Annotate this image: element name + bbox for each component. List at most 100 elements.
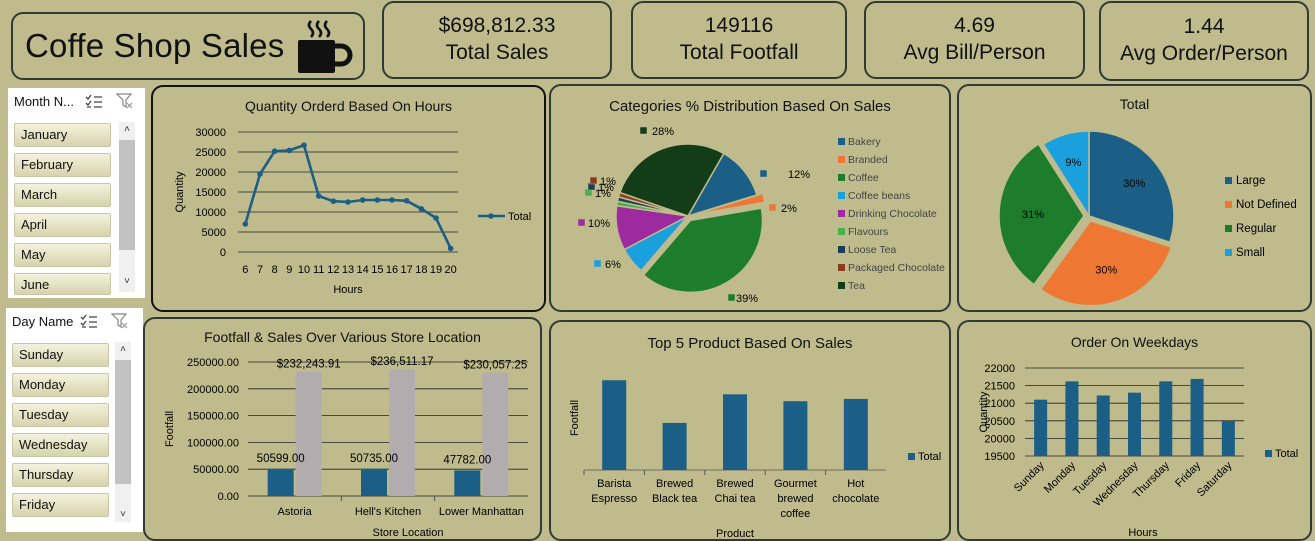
data-point <box>389 197 395 203</box>
slicer-item-march[interactable]: March <box>14 183 111 207</box>
kpi-value: 1.44 <box>1183 15 1225 38</box>
pie-slice-branded <box>693 192 766 216</box>
x-tick-label: 14 <box>357 264 369 276</box>
scroll-down-icon[interactable]: ˅ <box>120 509 126 520</box>
x-tick-label: Black tea <box>652 493 698 505</box>
scroll-down-icon[interactable]: ˅ <box>124 276 130 287</box>
data-label: 39% <box>736 293 758 305</box>
legend-label: Coffee <box>848 172 879 184</box>
y-tick-label: 250000.00 <box>187 357 239 369</box>
bar-product <box>602 380 627 470</box>
data-label: 9% <box>1065 157 1081 169</box>
data-label: $232,243.91 <box>277 359 341 371</box>
slicer-item-sunday[interactable]: Sunday <box>12 343 109 367</box>
data-point <box>447 245 454 252</box>
multi-select-icon[interactable] <box>80 314 98 330</box>
data-point <box>257 171 263 177</box>
legend-label: Loose Tea <box>848 244 896 256</box>
clear-filter-icon[interactable] <box>116 93 134 110</box>
x-tick-label: Gourmet <box>774 478 817 490</box>
month-slicer-scroll-thumb[interactable] <box>119 140 135 250</box>
legend-marker <box>488 213 494 219</box>
x-tick-label: Hell's Kitchen <box>355 506 421 518</box>
x-tick-label: Brewed <box>656 478 693 490</box>
data-label-marker <box>727 293 736 302</box>
slicer-item-friday[interactable]: Friday <box>12 493 109 517</box>
series-line-total <box>244 143 452 249</box>
kpi-avg-bill: 4.69 Avg Bill/Person <box>864 1 1085 79</box>
x-tick-label: coffee <box>781 508 811 520</box>
x-tick-label: 20 <box>445 264 457 276</box>
month-slicer: Month N... January February March April … <box>8 88 145 298</box>
categories-pie-chart: 12% 2% 39% 6% 10% 1%1%1% 28% Bakery Branded Coffe… <box>577 126 945 305</box>
scroll-up-icon[interactable]: ˄ <box>124 124 130 135</box>
bar-product <box>662 422 687 470</box>
x-tick-label: 16 <box>386 264 398 276</box>
kpi-label: Avg Bill/Person <box>903 41 1046 64</box>
data-label: 47782.00 <box>443 454 491 466</box>
data-label-marker <box>577 218 586 227</box>
bar-footfall <box>454 470 481 496</box>
y-tick-label: 200000.00 <box>187 384 239 396</box>
y-tick-label: 50000.00 <box>193 464 239 476</box>
y-tick-label: 0.00 <box>218 491 239 503</box>
hours-line-chart: 0 5000 10000 15000 20000 25000 30000 6 7 8 9 10 11 12… <box>174 127 531 296</box>
slicer-item-thursday[interactable]: Thursday <box>12 463 109 487</box>
data-label: 2% <box>781 203 797 215</box>
slicer-item-tuesday[interactable]: Tuesday <box>12 403 109 427</box>
slicer-item-may[interactable]: May <box>14 243 111 267</box>
bar-product <box>843 398 868 470</box>
scroll-up-icon[interactable]: ˄ <box>120 344 126 355</box>
x-tick-label: Saturday <box>1195 459 1235 499</box>
bar-weekday <box>1096 395 1110 456</box>
x-tick-label: Chai tea <box>715 493 757 505</box>
legend-label: Total <box>508 211 531 223</box>
legend-label: Total <box>1275 448 1298 460</box>
data-point <box>286 147 293 154</box>
pie-slice-regular <box>998 143 1085 286</box>
day-slicer-scroll-thumb[interactable] <box>115 360 131 484</box>
legend-label: Packaged Chocolate <box>848 262 945 274</box>
slicer-item-monday[interactable]: Monday <box>12 373 109 397</box>
slicer-item-april[interactable]: April <box>14 213 111 237</box>
y-axis-title: Footfall <box>569 400 581 436</box>
data-point <box>330 198 337 204</box>
bar-footfall <box>267 468 294 496</box>
legend-label: Not Defined <box>1236 199 1297 211</box>
size-pie-chart: 30% 30% 31% 9% Large Not Defined Regular Small <box>998 130 1297 307</box>
products-bar-chart: Barista Espresso Brewed Black tea Brewed Chai… <box>569 380 941 539</box>
data-point <box>403 198 410 204</box>
legend-label: Small <box>1236 247 1265 259</box>
kpi-total-sales: $698,812.33 Total Sales <box>382 1 612 79</box>
bar-weekday <box>1128 392 1141 456</box>
kpi-value: 4.69 <box>954 14 995 37</box>
chart-title: Footfall & Sales Over Various Store Loca… <box>204 329 481 345</box>
pie-slice-coffee <box>642 207 764 294</box>
legend-label: Bakery <box>848 136 881 148</box>
pie-slice-large <box>1088 130 1175 244</box>
x-tick-label: Sunday <box>1012 459 1047 494</box>
x-tick-label: Friday <box>1173 459 1203 489</box>
day-slicer: Day Name Sunday Monday Tuesday Wednesday… <box>6 308 143 532</box>
data-point <box>418 206 425 212</box>
slicer-item-january[interactable]: January <box>14 123 111 147</box>
slicer-item-june[interactable]: June <box>14 273 111 295</box>
slicer-item-february[interactable]: February <box>14 153 111 177</box>
slicer-item-wednesday[interactable]: Wednesday <box>12 433 109 457</box>
categories-chart-panel: Categories % Distribution Based On Sales… <box>549 84 951 312</box>
chart-title: Order On Weekdays <box>1070 334 1199 350</box>
legend-swatch <box>838 210 845 217</box>
kpi-label: Total Footfall <box>679 41 799 64</box>
legend-swatch <box>908 453 915 460</box>
legend-swatch <box>1225 177 1232 184</box>
data-label-marker <box>639 126 648 135</box>
y-tick-label: 21500 <box>984 381 1015 393</box>
data-label: 1% <box>600 176 616 188</box>
multi-select-icon[interactable] <box>85 94 103 110</box>
data-label: 50735.00 <box>350 453 398 465</box>
legend-swatch <box>1225 201 1232 208</box>
clear-filter-icon[interactable] <box>111 313 129 330</box>
kpi-label: Total Sales <box>445 41 549 64</box>
data-label: 1% <box>598 182 614 194</box>
kpi-value: $698,812.33 <box>438 14 556 37</box>
